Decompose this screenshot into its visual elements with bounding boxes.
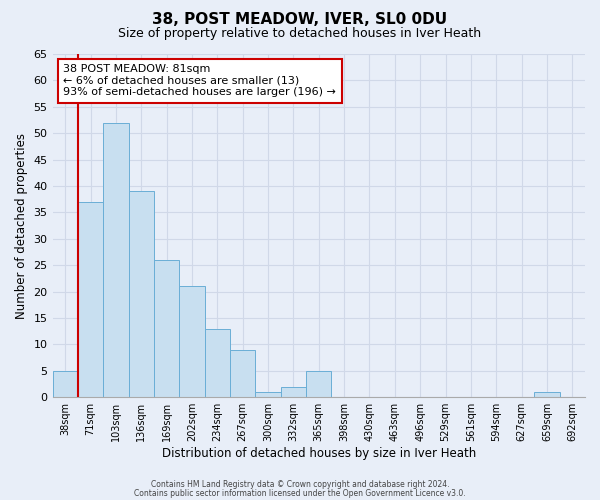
Bar (205, 328, 230, 397)
Text: Size of property relative to detached houses in Iver Heath: Size of property relative to detached ho… (118, 28, 482, 40)
Bar (53, 371, 78, 397)
Text: 38, POST MEADOW, IVER, SL0 0DU: 38, POST MEADOW, IVER, SL0 0DU (152, 12, 448, 28)
Bar (128, 192, 154, 397)
Text: Contains HM Land Registry data © Crown copyright and database right 2024.: Contains HM Land Registry data © Crown c… (151, 480, 449, 489)
Bar (306, 371, 331, 397)
X-axis label: Distribution of detached houses by size in Iver Heath: Distribution of detached houses by size … (161, 447, 476, 460)
Bar (78, 202, 103, 397)
Text: 38 POST MEADOW: 81sqm
← 6% of detached houses are smaller (13)
93% of semi-detac: 38 POST MEADOW: 81sqm ← 6% of detached h… (63, 64, 336, 98)
Bar (281, 386, 306, 397)
Bar (256, 392, 281, 397)
Bar (534, 392, 560, 397)
Y-axis label: Number of detached properties: Number of detached properties (15, 132, 28, 318)
Bar (103, 122, 128, 397)
Bar (179, 286, 205, 397)
Bar (154, 260, 179, 397)
Bar (230, 350, 256, 397)
Text: Contains public sector information licensed under the Open Government Licence v3: Contains public sector information licen… (134, 488, 466, 498)
